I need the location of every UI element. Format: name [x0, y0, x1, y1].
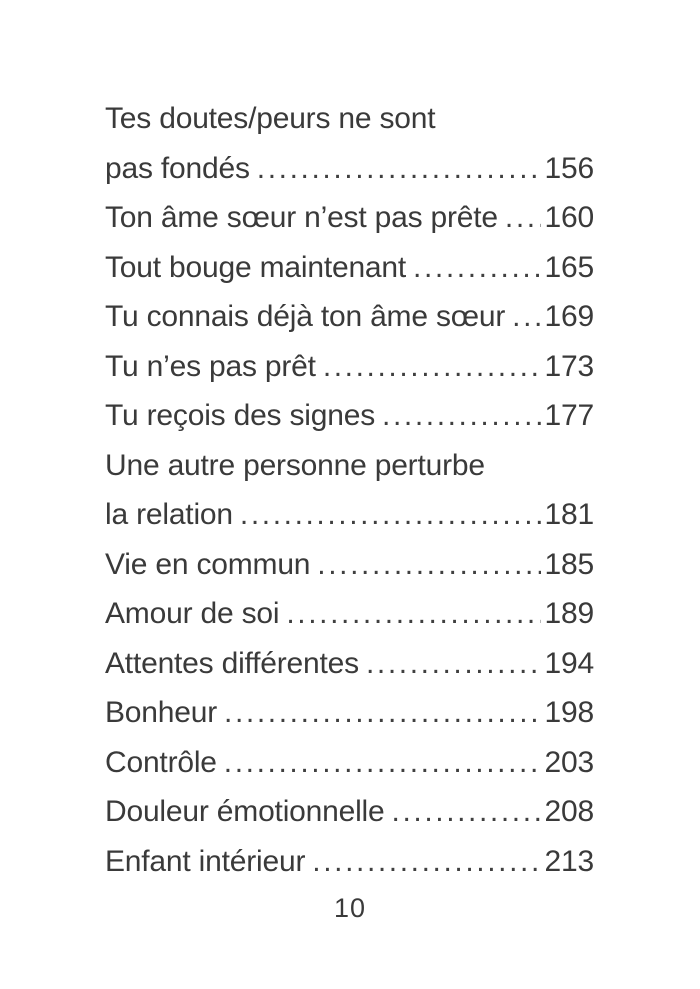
page-folio-number: 10 [333, 893, 367, 923]
toc-page-number: 181 [544, 498, 595, 531]
toc-entry-line[interactable]: Contrôle 203 [105, 738, 594, 788]
toc-entry-line[interactable]: Amour de soi 189 [105, 589, 594, 639]
table-of-contents: Tes doutes/peurs ne sont pas fondés 156 … [105, 94, 594, 886]
toc-page-number: 156 [544, 151, 595, 185]
toc-entry-title: Enfant intérieur [105, 844, 306, 878]
dot-leader [224, 688, 541, 738]
toc-page-number: 165 [544, 250, 595, 284]
toc-page-number: 169 [544, 300, 595, 333]
toc-entry-line[interactable]: Douleur émotionnelle 208 [105, 787, 594, 837]
dot-leader [505, 193, 541, 243]
dot-leader [323, 342, 541, 392]
toc-entry-line[interactable]: Bonheur 198 [105, 688, 594, 738]
toc-entry-title: Tu connais déjà ton âme sœur [105, 300, 506, 333]
toc-page-number: 208 [544, 795, 595, 828]
toc-entry-title: Ton âme sœur n’est pas prête [105, 201, 498, 234]
toc-entry-title: Attentes différentes [105, 646, 359, 680]
toc-entry-title: Une autre personne perturbe [105, 448, 485, 482]
toc-entry-line[interactable]: Tu connais déjà ton âme sœur 169 [105, 292, 594, 342]
toc-entry-line[interactable]: pas fondés 156 [105, 144, 594, 194]
toc-entry-title: Tes doutes/peurs ne sont [105, 102, 436, 135]
toc-entry-line[interactable]: Une autre personne perturbe [105, 441, 594, 491]
dot-leader [512, 292, 540, 342]
toc-entry-title: Bonheur [105, 696, 218, 729]
toc-entry-line[interactable]: Tes doutes/peurs ne sont [105, 94, 594, 144]
toc-page-number: 213 [544, 844, 595, 878]
dot-leader [413, 243, 541, 293]
dot-leader [382, 391, 541, 441]
toc-page-number: 177 [544, 399, 595, 432]
toc-page-number: 189 [544, 597, 595, 630]
toc-page-number: 203 [544, 745, 595, 779]
toc-entry-line[interactable]: Enfant intérieur 213 [105, 837, 594, 887]
toc-entry-title: Vie en commun [105, 547, 311, 581]
toc-page-number: 185 [544, 547, 595, 581]
toc-page-number: 194 [544, 646, 595, 680]
dot-leader [312, 837, 540, 887]
toc-entry-title: Tu reçois des signes [105, 399, 376, 432]
toc-entry-title: Tu n’es pas prêt [105, 349, 316, 383]
toc-entry-line[interactable]: Ton âme sœur n’est pas prête 160 [105, 193, 594, 243]
toc-entry-line[interactable]: Vie en commun 185 [105, 540, 594, 590]
toc-entry-line[interactable]: Tu n’es pas prêt 173 [105, 342, 594, 392]
dot-leader [366, 639, 541, 689]
toc-page-number: 173 [544, 349, 595, 383]
dot-leader [392, 787, 541, 837]
dot-leader [317, 540, 540, 590]
toc-entry-title: pas fondés [105, 151, 250, 185]
toc-entry-title: la relation [105, 498, 233, 531]
toc-entry-line[interactable]: la relation 181 [105, 490, 594, 540]
dot-leader [224, 738, 541, 788]
toc-entry-title: Douleur émotionnelle [105, 795, 385, 828]
toc-entry-line[interactable]: Tout bouge maintenant 165 [105, 243, 594, 293]
toc-entry-title: Tout bouge maintenant [105, 250, 407, 284]
toc-page-number: 198 [544, 696, 595, 729]
toc-entry-line[interactable]: Tu reçois des signes 177 [105, 391, 594, 441]
dot-leader [257, 144, 541, 194]
dot-leader [240, 490, 541, 540]
toc-entry-title: Contrôle [105, 745, 217, 779]
toc-entry-line[interactable]: Attentes différentes 194 [105, 639, 594, 689]
dot-leader [286, 589, 540, 639]
toc-page-number: 160 [544, 201, 595, 234]
toc-entry-title: Amour de soi [105, 597, 280, 630]
